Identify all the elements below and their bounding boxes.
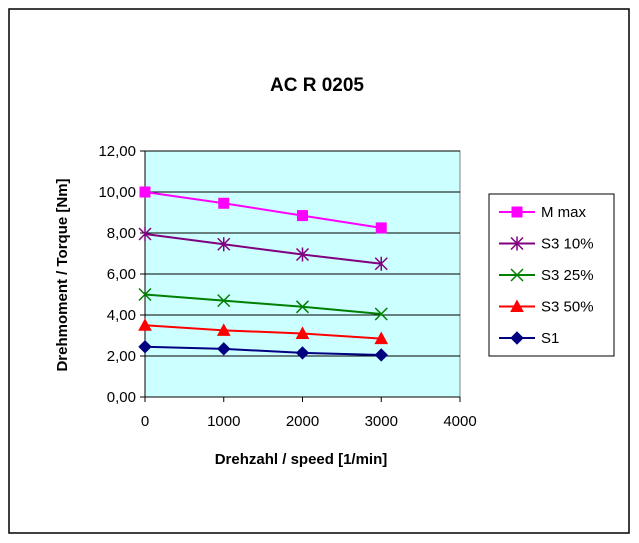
x-tick-label: 4000	[443, 413, 476, 430]
y-axis-label: Drehmoment / Torque [Nm]	[54, 178, 71, 371]
series-1	[138, 227, 388, 271]
x-tick-label: 0	[141, 413, 149, 430]
data-point-marker	[295, 300, 310, 314]
data-point-marker	[217, 237, 231, 252]
x-tick-label: 3000	[365, 413, 398, 430]
y-tick-label: 2,00	[107, 348, 136, 365]
legend: M max S3 10% S3 25% S3 50% S1	[488, 193, 615, 357]
chart-title: AC R 0205	[270, 75, 364, 96]
axes: 0,00 2,00 4,00 6,00 8,00 10,00 12,00 0 1000 2000 3…	[98, 143, 476, 430]
legend-item: S3 50%	[499, 299, 594, 316]
series-layer	[138, 186, 389, 362]
data-point-marker	[374, 331, 389, 345]
x-tick-label: 1000	[207, 413, 240, 430]
data-point-marker	[295, 326, 310, 339]
data-point-marker	[216, 323, 231, 336]
series-0	[139, 186, 387, 234]
data-point-marker	[138, 340, 152, 354]
data-point-marker	[375, 222, 387, 234]
gridlines	[145, 150, 460, 357]
data-point-marker	[374, 307, 388, 321]
y-tick-label: 0,00	[107, 389, 136, 406]
series-line	[144, 345, 382, 356]
legend-label: S3 10%	[541, 236, 594, 253]
legend-marker	[510, 331, 524, 345]
data-point-marker	[138, 318, 152, 331]
data-point-marker	[374, 256, 388, 271]
legend-marker	[510, 236, 524, 251]
data-point-marker	[139, 186, 151, 198]
legend-item: S3 25%	[499, 267, 594, 284]
legend-item: M max	[499, 204, 587, 221]
legend-marker	[510, 268, 524, 282]
data-point-marker	[217, 294, 231, 308]
data-point-marker	[218, 197, 230, 209]
legend-marker	[511, 206, 523, 218]
legend-label: S1	[541, 330, 559, 347]
data-point-marker	[138, 287, 152, 302]
series-4	[138, 340, 388, 362]
data-point-marker	[295, 247, 310, 262]
y-tick-label: 8,00	[107, 225, 136, 242]
x-tick-label: 2000	[286, 413, 319, 430]
y-tick-label: 12,00	[98, 143, 136, 160]
y-tick-label: 6,00	[107, 266, 136, 283]
y-tick-label: 4,00	[107, 307, 136, 324]
x-axis-label: Drehzahl / speed [1/min]	[215, 451, 388, 468]
series-line	[144, 324, 382, 340]
legend-label: S3 50%	[541, 299, 594, 316]
data-point-marker	[297, 210, 308, 222]
data-point-marker	[374, 348, 388, 362]
legend-label: S3 25%	[541, 267, 594, 284]
legend-label: M max	[541, 204, 587, 221]
y-tick-label: 10,00	[98, 184, 136, 201]
data-point-marker	[217, 342, 231, 356]
series-line	[144, 233, 382, 265]
series-line	[144, 293, 382, 315]
legend-marker	[510, 299, 524, 312]
series-3	[138, 318, 389, 345]
data-point-marker	[138, 227, 152, 242]
series-line	[144, 191, 382, 229]
series-2	[138, 287, 388, 321]
legend-item: S3 10%	[499, 236, 594, 253]
legend-item: S1	[499, 330, 559, 347]
data-point-marker	[295, 346, 310, 360]
